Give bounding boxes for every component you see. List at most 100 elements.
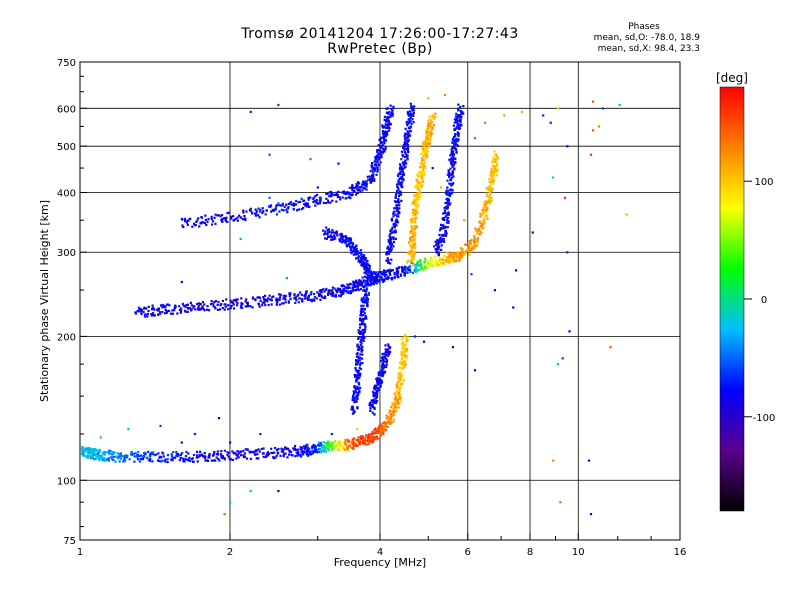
data-point [108, 452, 111, 455]
data-point [413, 220, 416, 223]
data-point [240, 304, 243, 307]
data-point [281, 202, 284, 205]
data-point [251, 306, 254, 309]
data-point [364, 279, 367, 282]
data-point [103, 450, 107, 454]
data-point [389, 229, 392, 232]
data-point [217, 416, 221, 420]
data-point [408, 126, 412, 129]
data-point [197, 305, 200, 308]
data-point [293, 294, 296, 297]
data-point [490, 170, 493, 173]
data-point [442, 224, 445, 227]
data-point [407, 113, 410, 116]
data-point [145, 456, 148, 459]
data-point [374, 397, 377, 400]
data-point [287, 206, 290, 209]
data-point [289, 451, 292, 454]
data-point [167, 309, 171, 312]
data-point [424, 259, 427, 262]
data-point [374, 388, 377, 391]
data-point [354, 388, 357, 391]
data-point [448, 252, 451, 255]
data-point [398, 181, 402, 184]
data-point [355, 247, 358, 251]
data-point [412, 113, 415, 116]
data-point [224, 219, 228, 223]
data-point [399, 397, 402, 400]
data-point [396, 391, 399, 395]
data-point [386, 120, 389, 123]
data-point [264, 213, 267, 216]
data-point [352, 442, 355, 445]
data-point [392, 105, 395, 108]
data-point [309, 293, 312, 296]
data-point [436, 241, 439, 244]
data-point [415, 225, 419, 228]
data-point [178, 459, 181, 462]
data-point [339, 240, 342, 243]
data-point [411, 208, 415, 212]
data-point [93, 458, 96, 461]
data-point [425, 263, 428, 266]
data-point [356, 397, 359, 401]
data-point [336, 290, 339, 294]
data-point [456, 131, 459, 134]
data-point [396, 273, 399, 276]
data-point [364, 328, 367, 331]
data-point [450, 251, 453, 254]
data-point [118, 460, 121, 463]
data-point [339, 295, 342, 298]
data-point [377, 275, 380, 278]
data-point [385, 273, 388, 277]
data-point [244, 305, 247, 308]
data-point [385, 269, 388, 273]
data-point [315, 199, 318, 202]
data-point [360, 259, 363, 262]
data-point [203, 456, 207, 459]
data-point [381, 355, 384, 358]
data-point [376, 168, 379, 172]
data-point [396, 271, 399, 274]
data-point [441, 218, 445, 221]
data-point [380, 271, 384, 274]
data-point [409, 134, 412, 137]
data-point [444, 230, 447, 233]
data-point [382, 136, 385, 139]
data-point [293, 444, 297, 448]
data-point [382, 357, 385, 360]
data-point [379, 371, 382, 374]
data-point [221, 455, 225, 458]
data-point [210, 459, 214, 462]
data-point [174, 304, 177, 307]
data-point [196, 450, 199, 454]
data-point [367, 178, 370, 181]
data-point [344, 197, 347, 200]
data-point [380, 156, 383, 159]
data-point [376, 273, 379, 276]
data-point [91, 448, 95, 451]
data-point [390, 242, 394, 245]
data-point [242, 449, 245, 453]
data-point [354, 289, 358, 292]
data-point [362, 285, 366, 289]
data-point [260, 447, 263, 451]
data-point [382, 371, 385, 374]
data-point [398, 391, 401, 395]
data-point [491, 182, 494, 185]
data-point [384, 429, 388, 432]
data-point [92, 453, 96, 456]
data-point [399, 193, 403, 196]
data-point [309, 196, 312, 199]
data-point [385, 359, 389, 362]
data-point [391, 114, 394, 117]
data-point [385, 360, 388, 363]
data-point [280, 208, 284, 212]
data-point [394, 200, 397, 204]
data-point [359, 353, 362, 356]
data-point [394, 195, 397, 198]
data-point [228, 211, 231, 214]
data-point [393, 410, 396, 413]
data-point [339, 443, 343, 447]
data-point [332, 445, 335, 448]
